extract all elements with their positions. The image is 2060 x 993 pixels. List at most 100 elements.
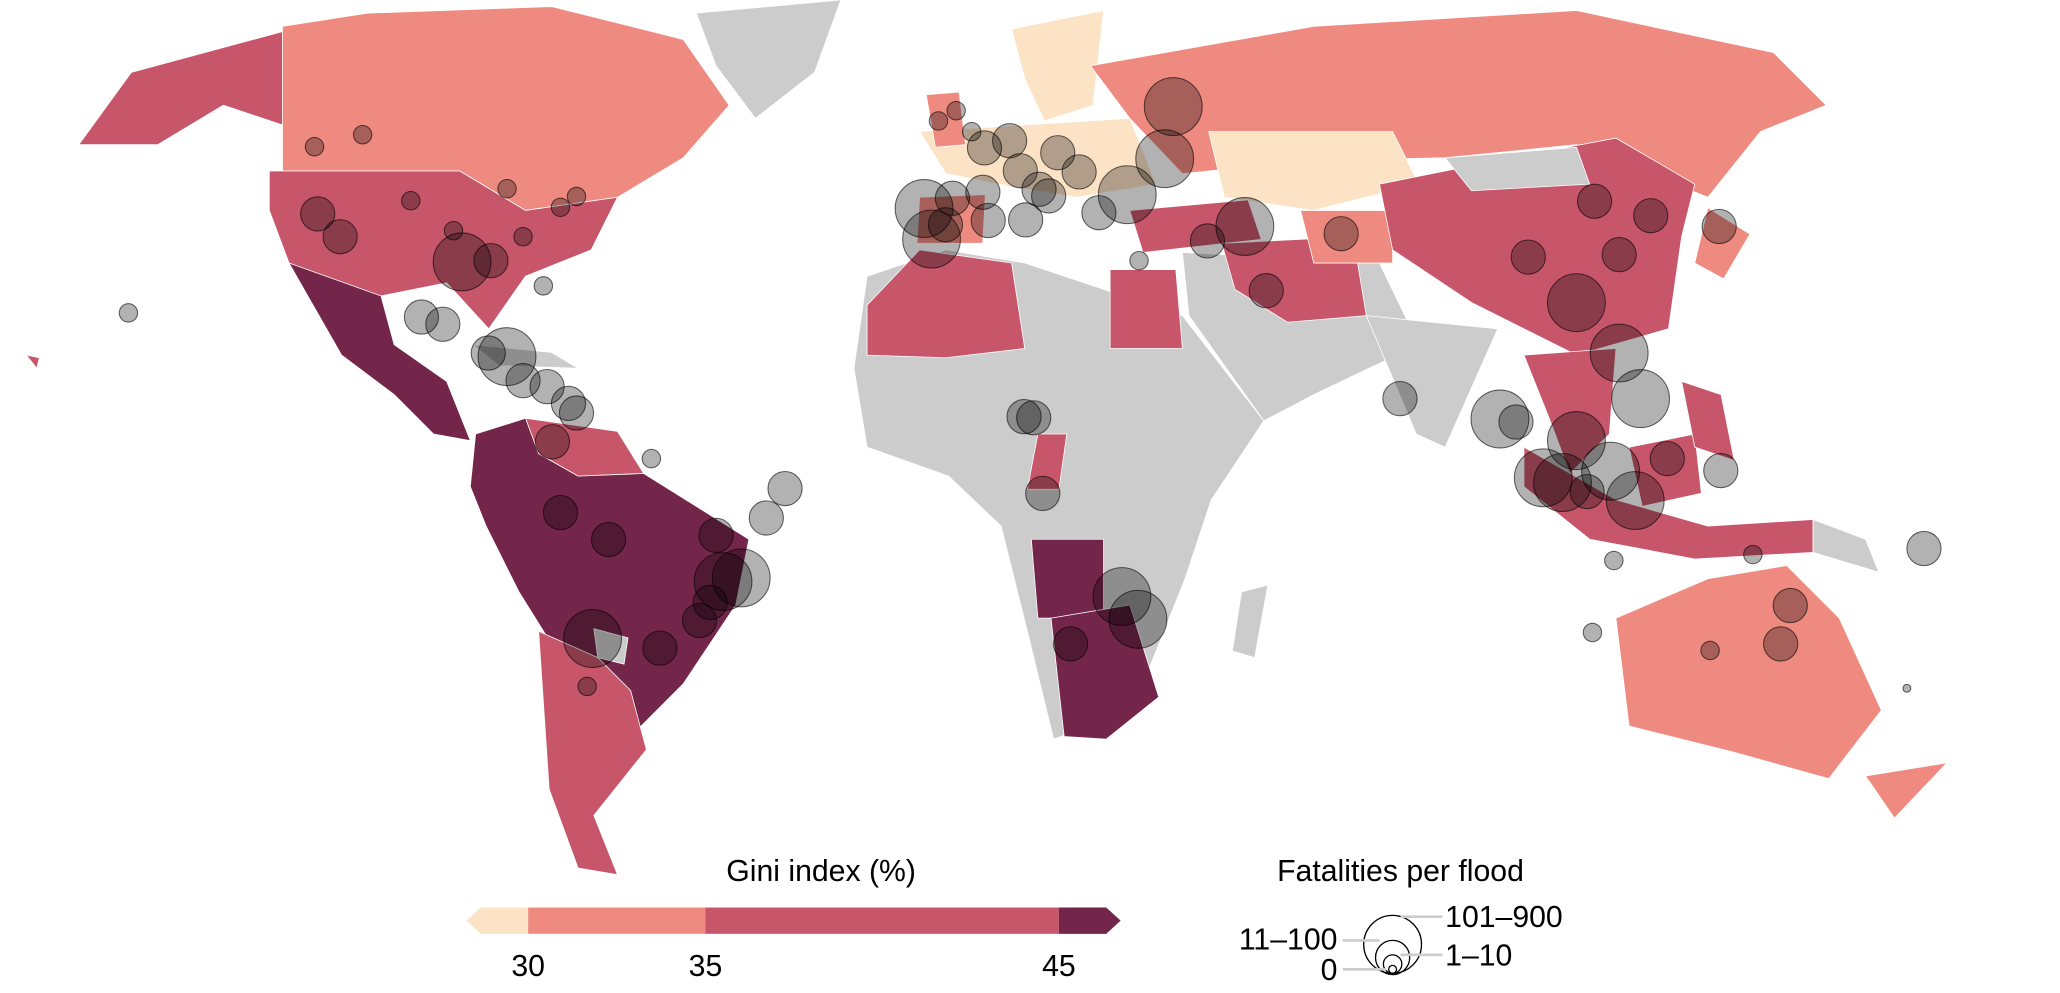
flood-bubble xyxy=(1008,202,1044,238)
flood-bubble xyxy=(748,500,784,536)
flood-bubble xyxy=(352,124,373,145)
flood-bubble xyxy=(577,676,597,697)
flood-bubble xyxy=(1772,587,1808,624)
flood-bubble xyxy=(1576,183,1613,219)
flood-bubble xyxy=(1763,626,1799,662)
flood-bubble xyxy=(1006,398,1042,435)
flood-bubble xyxy=(1743,544,1763,565)
flood-bubble xyxy=(473,243,509,279)
flood-bubble xyxy=(927,207,964,243)
flood-bubble xyxy=(902,209,961,269)
legend-circle-0 xyxy=(1388,964,1398,974)
australia xyxy=(1615,565,1882,780)
argentina-chile xyxy=(538,630,647,876)
new-zealand xyxy=(1864,762,1949,819)
flood-bubble xyxy=(1061,154,1097,190)
flood-bubble xyxy=(1546,411,1606,471)
flood-bubble xyxy=(1498,404,1534,440)
legend-circle-11-100 xyxy=(1374,939,1411,976)
flood-bubble xyxy=(1025,475,1061,512)
flood-bubble xyxy=(1569,473,1605,510)
flood-bubble xyxy=(1108,589,1168,649)
flood-bubble xyxy=(1021,171,1057,207)
kazakhstan xyxy=(1208,131,1420,211)
flood-bubble xyxy=(1649,440,1685,477)
gini-swatch-below-30 xyxy=(466,907,529,934)
flood-bubble xyxy=(1382,380,1418,417)
uk-ireland xyxy=(925,91,967,148)
madagascar xyxy=(1231,584,1269,659)
gini-swatch-above-45 xyxy=(1058,907,1121,934)
flood-bubble xyxy=(1700,640,1720,661)
flood-bubble xyxy=(534,424,571,460)
flood-bubble xyxy=(1701,208,1737,245)
flood-bubble xyxy=(513,226,533,247)
flood-bubble xyxy=(533,276,554,296)
flood-bubble xyxy=(1546,273,1606,333)
legend-label-0: 0 xyxy=(1321,954,1338,987)
flood-bubble xyxy=(542,494,579,531)
alaska xyxy=(78,25,303,146)
flood-bubble xyxy=(590,521,627,558)
gini-swatch-35-45 xyxy=(705,907,1059,934)
flood-bubble xyxy=(566,186,587,207)
flood-bubble xyxy=(300,196,336,232)
flood-bubble xyxy=(1052,626,1089,662)
flood-bubble xyxy=(693,552,753,612)
flood-bubble xyxy=(1633,198,1669,234)
south-america-north xyxy=(469,417,750,738)
fatalities-legend: Fatalities per flood 101–900 11–100 1–10… xyxy=(1239,855,1563,987)
central-asia xyxy=(1300,210,1393,264)
flood-bubble xyxy=(1248,273,1284,309)
southeast-asia xyxy=(1523,348,1617,475)
flood-bubble xyxy=(1097,165,1157,225)
mexico-central-america xyxy=(288,262,471,442)
flood-bubble xyxy=(681,602,718,639)
flood-bubble xyxy=(425,306,461,342)
paraguay xyxy=(593,628,629,665)
flood-bubble xyxy=(961,122,982,142)
papua xyxy=(1812,518,1880,573)
flood-bubble xyxy=(1589,323,1649,383)
flood-bubble xyxy=(403,299,440,335)
flood-bubble xyxy=(1533,453,1592,513)
gini-tick-30: 30 xyxy=(511,950,545,983)
flood-bubble xyxy=(497,178,517,199)
flood-bubble xyxy=(928,111,949,131)
gini-swatch-30-35 xyxy=(528,907,706,934)
flood-bubble xyxy=(1129,250,1149,271)
flood-bubble xyxy=(894,179,954,238)
flood-bubble xyxy=(642,630,678,666)
flood-bubble xyxy=(563,609,622,668)
angola xyxy=(1030,538,1104,619)
flood-bubble xyxy=(1601,237,1637,273)
legend-label-11-100: 11–100 xyxy=(1239,924,1338,957)
flood-bubble xyxy=(1902,683,1912,693)
flood-bubble xyxy=(558,395,595,431)
legend-circle-101-900 xyxy=(1363,914,1423,974)
flood-bubble xyxy=(965,174,1001,210)
flood-bubble xyxy=(1189,223,1226,259)
flood-bubble xyxy=(401,190,421,211)
scandinavia xyxy=(1011,10,1105,122)
flood-bubble xyxy=(470,335,506,371)
flood-bubble xyxy=(1605,471,1665,531)
flood-bubble xyxy=(1081,195,1117,231)
flood-bubble xyxy=(505,363,541,399)
flood-bubble xyxy=(1906,530,1942,567)
fatalities-legend-title: Fatalities per flood xyxy=(1277,855,1524,888)
legend-label-1-10: 1–10 xyxy=(1445,939,1512,972)
flood-bubble xyxy=(992,123,1028,159)
flood-bubble xyxy=(698,517,734,553)
gini-tick-45: 45 xyxy=(1042,950,1076,983)
flood-bubble xyxy=(118,303,139,323)
flood-bubble xyxy=(1135,129,1195,189)
countries-layer xyxy=(25,0,1949,876)
flood-bubble xyxy=(711,548,771,608)
flood-bubble xyxy=(1092,567,1152,626)
caribbean xyxy=(471,344,580,369)
southern-africa xyxy=(1050,604,1160,740)
hawaii xyxy=(25,354,40,370)
flood-bubble xyxy=(550,197,571,218)
